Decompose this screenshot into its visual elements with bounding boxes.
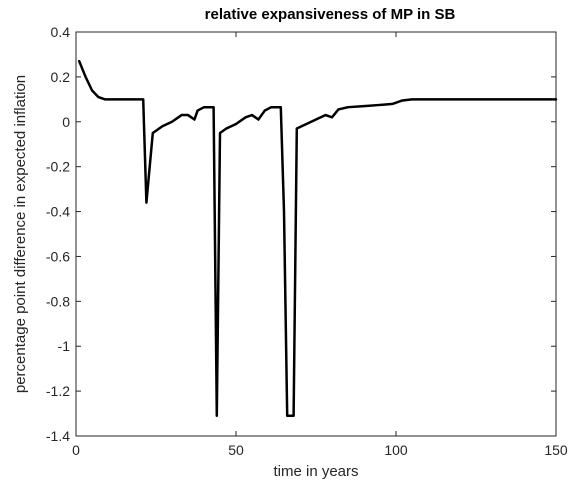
x-axis-label: time in years	[273, 463, 358, 480]
y-tick-label: 0	[62, 114, 70, 130]
x-axis: 0 50 100 150	[72, 32, 568, 458]
y-axis-label: percentage point difference in expected …	[12, 75, 29, 393]
x-tick-label: 150	[544, 442, 568, 458]
y-tick-label: -0.2	[46, 159, 70, 175]
x-tick-label: 0	[72, 442, 80, 458]
y-tick-label: -1.2	[46, 383, 70, 399]
y-tick-label: -1.4	[46, 428, 70, 444]
series-layer	[77, 59, 558, 418]
y-axis: 0.4 0.2 0 -0.2 -0.4 -0.6 -0.8 -1 -1.2 -1.4	[46, 24, 556, 444]
y-tick-label: -0.4	[46, 204, 70, 220]
y-tick-label: -1	[58, 338, 71, 354]
y-tick-label: 0.4	[51, 24, 71, 40]
chart-title: relative expansiveness of MP in SB	[205, 6, 456, 23]
y-tick-label: -0.6	[46, 248, 70, 264]
x-tick-label: 50	[228, 442, 244, 458]
x-tick-label: 100	[384, 442, 408, 458]
plot-border	[75, 31, 557, 437]
y-tick-label: -0.8	[46, 293, 70, 309]
y-tick-label: 0.2	[51, 69, 71, 85]
series-line-0	[77, 59, 558, 418]
plot-frame	[75, 31, 557, 437]
